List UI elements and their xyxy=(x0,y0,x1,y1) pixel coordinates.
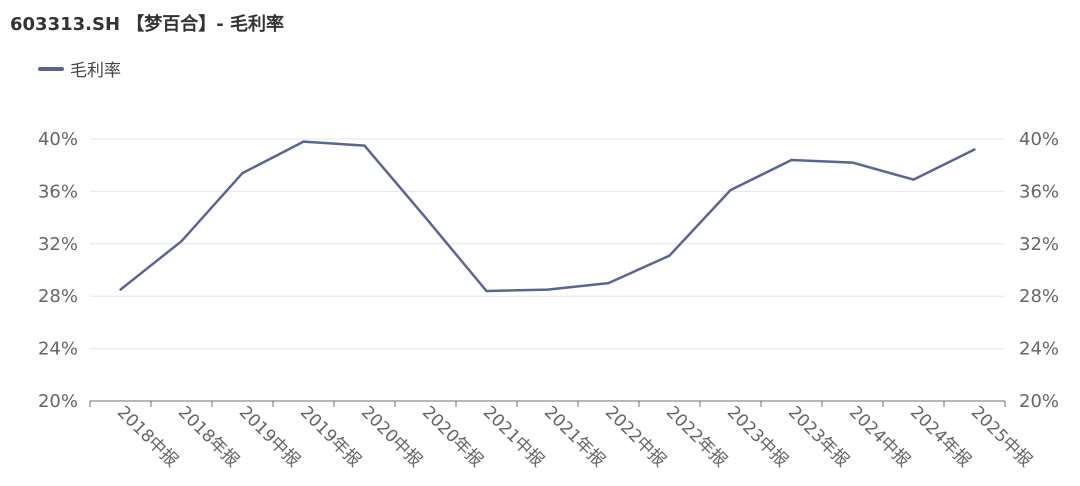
x-tick-label: 2022年报 xyxy=(662,402,731,471)
data-point[interactable] xyxy=(302,140,305,143)
y-tick-label-right: 24% xyxy=(1019,339,1059,360)
x-tick-label: 2020年报 xyxy=(418,402,487,471)
x-tick-label: 2019年报 xyxy=(296,402,365,471)
x-tick-label: 2018年报 xyxy=(174,402,243,471)
data-point[interactable] xyxy=(363,144,366,147)
y-axis-right: 20% 24% 28% 32% 36% 40% xyxy=(1019,129,1059,412)
x-tick-label: 2020中报 xyxy=(357,402,426,471)
y-tick-label-left: 24% xyxy=(38,339,78,360)
x-axis: 2018中报2018年报2019中报2019年报2020中报2020年报2021… xyxy=(89,400,1036,471)
data-point[interactable] xyxy=(424,216,427,219)
x-tick-label: 2019中报 xyxy=(235,402,304,471)
x-tick-label: 2024年报 xyxy=(906,402,975,471)
legend-label: 毛利率 xyxy=(70,61,121,81)
data-point[interactable] xyxy=(729,188,732,192)
y-tick-label-right: 28% xyxy=(1019,286,1059,307)
y-tick-label-left: 36% xyxy=(38,181,78,202)
y-tick-label-left: 20% xyxy=(38,391,78,412)
y-tick-label-left: 32% xyxy=(38,234,78,255)
y-tick-label-left: 40% xyxy=(38,129,78,150)
x-tick-label: 2021年报 xyxy=(540,402,609,471)
y-tick-label-left: 28% xyxy=(38,286,78,307)
legend[interactable]: 毛利率 xyxy=(38,56,121,81)
x-tick-label: 2018中报 xyxy=(113,402,182,471)
y-tick-label-right: 20% xyxy=(1019,391,1059,412)
y-tick-label-right: 36% xyxy=(1019,181,1059,202)
legend-swatch xyxy=(38,66,64,71)
x-tick-label: 2021中报 xyxy=(479,402,548,471)
series-layer xyxy=(119,140,976,293)
grid-layer xyxy=(90,138,1005,350)
chart-title: 603313.SH 【梦百合】- 毛利率 xyxy=(10,14,285,35)
data-point[interactable] xyxy=(851,161,854,164)
y-axis-left: 20% 24% 28% 32% 36% 40% xyxy=(38,129,78,412)
data-point[interactable] xyxy=(607,281,610,285)
data-point[interactable] xyxy=(485,289,488,293)
x-tick-label: 2023年报 xyxy=(784,402,853,471)
x-tick-label: 2025中报 xyxy=(967,402,1036,471)
data-point[interactable] xyxy=(973,148,976,151)
data-point[interactable] xyxy=(180,239,183,243)
y-tick-label-right: 40% xyxy=(1019,129,1059,150)
data-point[interactable] xyxy=(119,288,122,291)
data-point[interactable] xyxy=(546,288,549,291)
x-tick-label: 2023中报 xyxy=(723,402,792,471)
x-tick-label: 2024中报 xyxy=(845,402,914,471)
series-line xyxy=(119,140,976,293)
data-point[interactable] xyxy=(668,254,671,257)
y-tick-label-right: 32% xyxy=(1019,234,1059,255)
data-point[interactable] xyxy=(912,178,915,181)
x-tick-label: 2022中报 xyxy=(601,402,670,471)
data-point[interactable] xyxy=(241,171,244,175)
data-point[interactable] xyxy=(790,158,793,162)
